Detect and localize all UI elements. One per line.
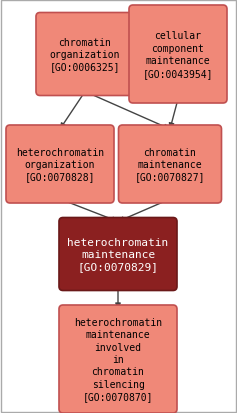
- Text: heterochromatin
organization
[GO:0070828]: heterochromatin organization [GO:0070828…: [16, 147, 104, 182]
- Text: chromatin
organization
[GO:0006325]: chromatin organization [GO:0006325]: [50, 38, 120, 72]
- FancyBboxPatch shape: [59, 218, 177, 291]
- FancyBboxPatch shape: [6, 126, 114, 204]
- Text: chromatin
maintenance
[GO:0070827]: chromatin maintenance [GO:0070827]: [135, 147, 205, 182]
- FancyBboxPatch shape: [129, 6, 227, 104]
- FancyBboxPatch shape: [118, 126, 222, 204]
- Text: cellular
component
maintenance
[GO:0043954]: cellular component maintenance [GO:00439…: [143, 31, 213, 78]
- FancyBboxPatch shape: [36, 14, 134, 96]
- Text: heterochromatin
maintenance
involved
in
chromatin
silencing
[GO:0070870]: heterochromatin maintenance involved in …: [74, 317, 162, 401]
- Text: heterochromatin
maintenance
[GO:0070829]: heterochromatin maintenance [GO:0070829]: [67, 237, 169, 272]
- FancyBboxPatch shape: [59, 305, 177, 413]
